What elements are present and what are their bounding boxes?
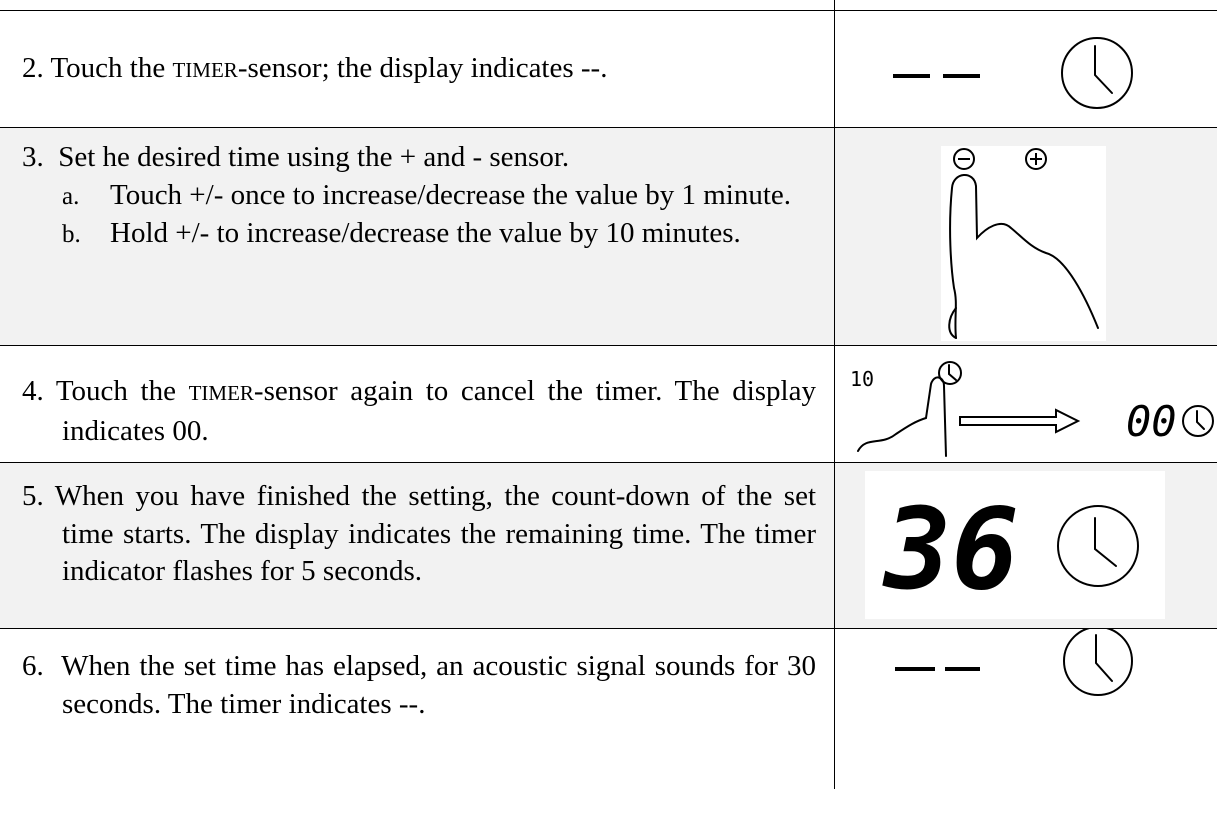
instruction: 3. Set he desired time using the + and -… — [0, 128, 835, 345]
illustration: 36 — [836, 463, 1217, 628]
timer-icon — [893, 37, 1133, 109]
table-row: 5. When you have finished the setting, t… — [0, 462, 1217, 628]
sub-item: a. Touch +/- once to increase/decrease th… — [22, 177, 816, 216]
timer-icon — [895, 629, 1133, 696]
text: When you have finished the setting, the … — [54, 480, 816, 587]
text: Touch the — [55, 375, 189, 407]
keyword: TIMER — [172, 58, 238, 82]
illustration — [836, 128, 1217, 345]
display-text: 10 — [850, 367, 874, 391]
text: Touch the — [50, 52, 173, 84]
item-label: b. — [62, 221, 81, 248]
instruction: 5. When you have finished the setting, t… — [0, 463, 835, 628]
text: Hold +/- to increase/decrease the value … — [110, 217, 741, 249]
instruction: 2. Touch the TIMER-sensor; the display i… — [0, 11, 835, 127]
cut-row — [0, 0, 1217, 10]
table-row: 6. When the set time has elapsed, an aco… — [0, 628, 1217, 814]
cancel-icon: 10 00 — [850, 361, 1214, 457]
display-text: 00 — [1126, 397, 1177, 446]
illustration — [836, 11, 1217, 127]
display-text: 36 — [882, 485, 1019, 615]
text: When the set time has elapsed, an acoust… — [61, 650, 816, 720]
text: -sensor; the display indicates --. — [237, 52, 608, 84]
countdown-icon: 36 — [865, 471, 1165, 619]
text: Set he desired time using the + and - se… — [58, 141, 570, 173]
text: -sensor again to cancel the timer. The d… — [62, 375, 816, 447]
illustration — [836, 629, 1217, 814]
instruction: 6. When the set time has elapsed, an aco… — [0, 629, 835, 789]
step-number: 6. — [22, 650, 44, 682]
table-row: 4. Touch the TIMER-sensor again to cance… — [0, 345, 1217, 462]
table-row: 3. Set he desired time using the + and -… — [0, 127, 1217, 345]
table-row: 2. Touch the TIMER-sensor; the display i… — [0, 10, 1217, 127]
cell — [0, 0, 835, 10]
step-number: 4. — [22, 375, 44, 407]
illustration: 10 00 — [836, 346, 1217, 462]
sub-item: b. Hold +/- to increase/decrease the valu… — [22, 215, 816, 254]
hand-icon — [941, 146, 1106, 341]
line: 3. Set he desired time using the + and -… — [22, 139, 816, 177]
item-label: a. — [62, 182, 80, 210]
keyword: TIMER — [188, 381, 254, 405]
step-number: 3. — [22, 141, 44, 173]
text: Touch +/- once to increase/decrease the … — [110, 178, 792, 211]
step-number: 5. — [22, 480, 44, 512]
instruction: 4. Touch the TIMER-sensor again to cance… — [0, 346, 835, 462]
step-number: 2. — [22, 52, 44, 84]
